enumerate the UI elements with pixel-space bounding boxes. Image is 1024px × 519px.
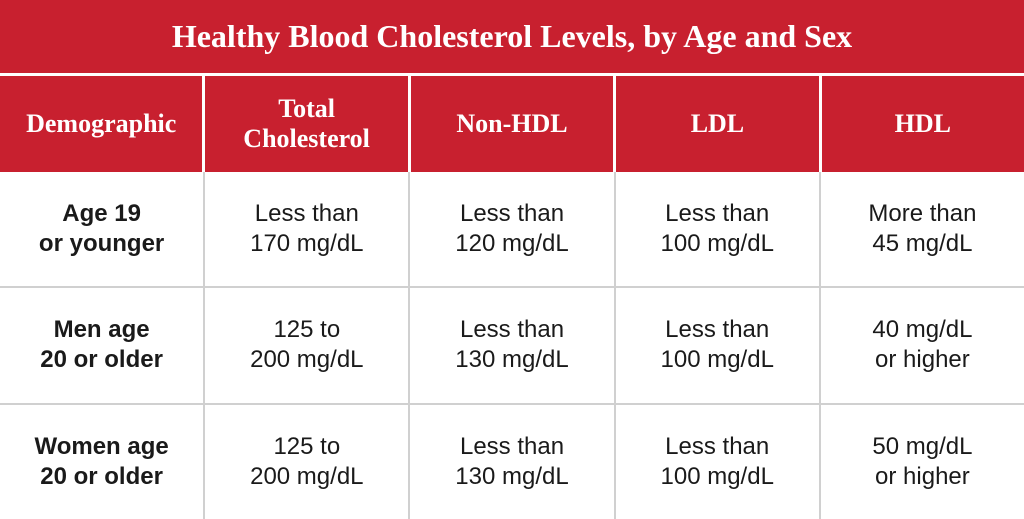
cell-total: 125 to 200 mg/dL: [205, 405, 410, 519]
cell-demographic: Age 19 or younger: [0, 172, 205, 286]
table-title: Healthy Blood Cholesterol Levels, by Age…: [0, 0, 1024, 76]
cell-nonhdl: Less than 130 mg/dL: [410, 405, 615, 519]
col-header-ldl: LDL: [616, 76, 821, 172]
cell-nonhdl: Less than 120 mg/dL: [410, 172, 615, 286]
cell-total: Less than 170 mg/dL: [205, 172, 410, 286]
col-header-non-hdl: Non-HDL: [411, 76, 616, 172]
table-row: Men age 20 or older 125 to 200 mg/dL Les…: [0, 288, 1024, 404]
col-header-demographic: Demographic: [0, 76, 205, 172]
cell-nonhdl: Less than 130 mg/dL: [410, 288, 615, 402]
cell-ldl: Less than 100 mg/dL: [616, 405, 821, 519]
cell-ldl: Less than 100 mg/dL: [616, 172, 821, 286]
cholesterol-table: Healthy Blood Cholesterol Levels, by Age…: [0, 0, 1024, 519]
col-header-hdl: HDL: [822, 76, 1024, 172]
cell-total: 125 to 200 mg/dL: [205, 288, 410, 402]
cell-demographic: Women age 20 or older: [0, 405, 205, 519]
table-row: Women age 20 or older 125 to 200 mg/dL L…: [0, 405, 1024, 519]
table-body: Age 19 or younger Less than 170 mg/dL Le…: [0, 172, 1024, 519]
cell-hdl: 40 mg/dL or higher: [821, 288, 1024, 402]
cell-hdl: More than 45 mg/dL: [821, 172, 1024, 286]
cell-hdl: 50 mg/dL or higher: [821, 405, 1024, 519]
col-header-total-cholesterol: Total Cholesterol: [205, 76, 410, 172]
cell-ldl: Less than 100 mg/dL: [616, 288, 821, 402]
cell-demographic: Men age 20 or older: [0, 288, 205, 402]
table-row: Age 19 or younger Less than 170 mg/dL Le…: [0, 172, 1024, 288]
table-header-row: Demographic Total Cholesterol Non-HDL LD…: [0, 76, 1024, 172]
